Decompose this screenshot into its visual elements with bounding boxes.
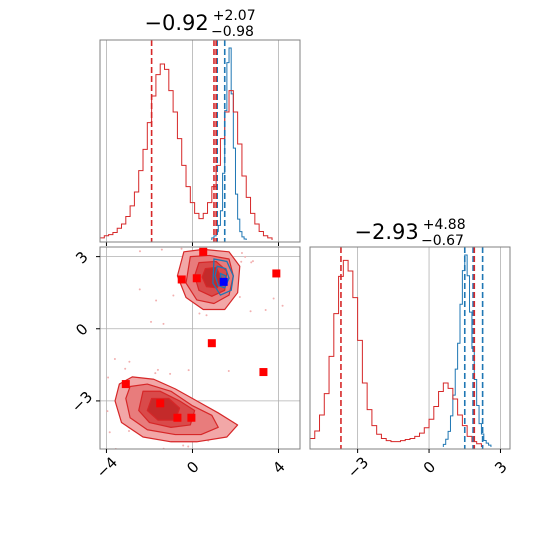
title-param1: −0.92 +2.07 (144, 8, 255, 35)
sample-point (162, 322, 165, 325)
sample-point (114, 449, 116, 451)
histogram-chain-a (99, 63, 273, 240)
sample-point (272, 297, 275, 300)
sample-point (250, 261, 253, 264)
x-tick-label: 0 (420, 458, 439, 477)
panel-data (309, 247, 492, 449)
x-tick-label: −3 (344, 453, 372, 481)
sample-point (138, 250, 141, 253)
sample-point (251, 260, 254, 263)
x-tick-label: 0 (183, 458, 202, 477)
sample-point (227, 370, 230, 373)
panel-data (92, 243, 284, 452)
title-param1-median: −0.92 (144, 11, 208, 35)
sample-point (264, 308, 267, 311)
square-marker (192, 274, 201, 283)
title-param2-plus: +4.88 (423, 217, 466, 233)
square-marker (199, 247, 208, 256)
sample-point (249, 310, 252, 313)
x-axis-ticks: −4 0 4 (93, 449, 289, 482)
sample-point (128, 360, 131, 363)
sample-point (169, 372, 172, 375)
square-marker (156, 399, 165, 408)
sample-point (172, 243, 174, 245)
marginal-panel-param2: −3 0 3 −2.93 +4.88 −0.67 (309, 217, 511, 482)
density-contour-chain-b (212, 258, 235, 296)
sample-point (138, 288, 141, 291)
density-contour-chain-a (201, 266, 223, 289)
title-param2-median: −2.93 (354, 220, 418, 244)
sample-point (113, 358, 116, 361)
sample-point (244, 255, 247, 258)
sample-point (172, 294, 175, 297)
title-param1-minus: −0.98 (211, 24, 254, 40)
y-tick-label: 0 (72, 320, 91, 339)
sample-point (281, 304, 284, 307)
panel-frame (99, 39, 301, 243)
panel-grid (105, 40, 279, 246)
sample-point (187, 369, 190, 372)
square-marker (173, 413, 182, 422)
sample-point (95, 413, 97, 415)
sample-point (92, 438, 94, 440)
square-marker (187, 413, 196, 422)
sample-point (172, 450, 174, 452)
title-param2: −2.93 +4.88 (354, 217, 465, 244)
square-marker (207, 339, 216, 348)
sample-point (127, 430, 130, 433)
sample-point (154, 372, 157, 375)
joint-panel: −4 0 4 −3 0 3 (68, 243, 301, 482)
sample-point (156, 368, 159, 371)
panel-frame (99, 246, 301, 450)
y-tick-label: −3 (68, 388, 96, 416)
panel-data (99, 40, 273, 242)
best-fit-marker (219, 277, 228, 286)
title-param1-plus: +2.07 (213, 8, 256, 24)
y-tick-label: 3 (72, 248, 91, 267)
x-tick-label: −4 (93, 453, 121, 481)
sample-point (238, 295, 241, 298)
y-axis-ticks: −3 0 3 (68, 248, 100, 416)
sample-point (150, 320, 153, 323)
sample-point (240, 252, 243, 255)
sample-point (205, 314, 208, 317)
sample-point (124, 367, 127, 370)
sample-point (187, 445, 190, 448)
square-marker (272, 269, 281, 278)
x-axis-ticks: −3 0 3 (344, 449, 511, 482)
density-contour-chain-b (214, 265, 230, 289)
square-marker (177, 275, 186, 284)
panel-background (310, 247, 510, 449)
histogram-chain-a (309, 259, 482, 447)
sample-point (182, 444, 185, 447)
sample-point (108, 431, 111, 434)
sample-point (155, 299, 158, 302)
marginal-panel-param1: −0.92 +2.07 −0.98 (99, 8, 301, 246)
sample-point (160, 248, 163, 251)
x-tick-label: 4 (269, 458, 288, 477)
panel-frame (309, 246, 511, 450)
sample-point (240, 260, 243, 263)
panel-background (100, 40, 300, 242)
histogram-chain-b (442, 254, 492, 447)
square-marker (121, 380, 130, 389)
title-param2-minus: −0.67 (421, 233, 464, 249)
sample-point (106, 410, 109, 413)
x-tick-label: 3 (491, 458, 510, 477)
sample-point (198, 312, 201, 315)
sample-point (180, 247, 183, 250)
square-marker (259, 368, 268, 377)
panel-grid (357, 247, 501, 449)
sample-point (107, 376, 110, 379)
